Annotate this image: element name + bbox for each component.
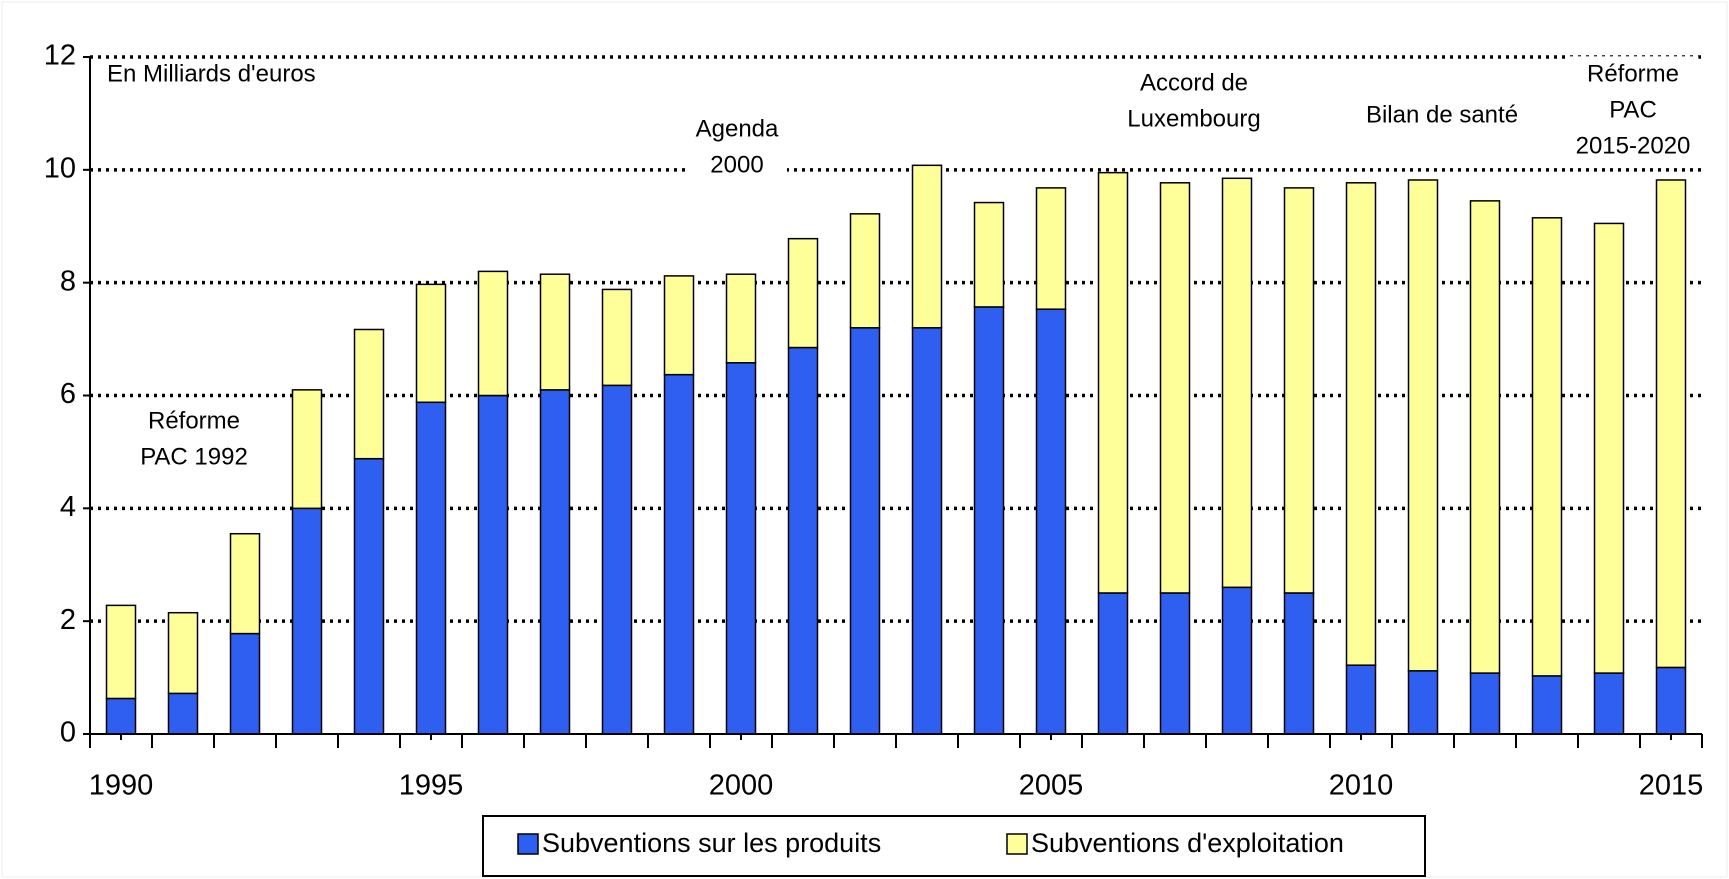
bar-segment: [415, 283, 447, 404]
bar-segment: [973, 201, 1005, 308]
bar-segment: [1035, 187, 1067, 310]
legend-label: Subventions d'exploitation: [1031, 828, 1344, 858]
bar-segment: [1221, 586, 1253, 735]
bar-segment: [1655, 179, 1687, 669]
annotation-bg: [1357, 97, 1527, 133]
bar-segment: [477, 270, 509, 397]
x-tick-label: 2005: [1019, 770, 1084, 802]
bar-segment: [1035, 308, 1067, 735]
annotation-text: PAC 1992: [140, 443, 248, 470]
bar-segment: [663, 373, 695, 735]
y-tick-label: 8: [60, 265, 76, 297]
bar-segment: [1469, 200, 1501, 674]
annotation: Accord de Luxembourg: [1119, 65, 1269, 137]
annotation: Réforme PAC 1992: [132, 403, 256, 475]
bar-segment: [353, 328, 385, 460]
x-tick-label: 1995: [399, 770, 464, 802]
bar-segment: [1593, 222, 1625, 674]
annotation-text: PAC: [1609, 96, 1657, 123]
annotation-text: Réforme: [148, 407, 240, 434]
bar-segment: [1283, 187, 1315, 594]
bar-segment: [787, 237, 819, 349]
legend-swatch: [1006, 833, 1028, 855]
annotation-text: Accord de: [1140, 69, 1248, 96]
bar-segment: [167, 692, 199, 735]
y-tick-label: 4: [60, 491, 76, 523]
bar-segment: [1593, 672, 1625, 735]
annotation-bg: [132, 403, 256, 475]
x-tick-label: 1990: [89, 770, 154, 802]
annotation-text: En Milliards d'euros: [107, 60, 316, 87]
x-tick-label: 2015: [1639, 770, 1704, 802]
bar-segment: [1407, 670, 1439, 735]
annotation: En Milliards d'euros: [107, 60, 316, 87]
bar-segment: [725, 362, 757, 735]
bar-segment: [105, 604, 137, 700]
bar-segment: [539, 273, 571, 391]
legend-label: Subventions sur les produits: [542, 828, 881, 858]
bar-segment: [1283, 592, 1315, 735]
bar-segment: [291, 507, 323, 735]
legend: Subventions sur les produits Subventions …: [482, 815, 1426, 877]
bar-segment: [1655, 666, 1687, 735]
x-tick-label: 2000: [709, 770, 774, 802]
y-tick-label: 6: [60, 378, 76, 410]
y-tick-label: 0: [60, 717, 76, 749]
annotation-text: Luxembourg: [1127, 105, 1260, 132]
bar-segment: [849, 213, 881, 329]
legend-swatch: [517, 833, 539, 855]
annotation: Agenda 2000: [687, 111, 788, 183]
annotation-text: Agenda: [696, 115, 779, 142]
bar-segment: [1531, 675, 1563, 735]
bar-segment: [1221, 177, 1253, 589]
x-tick-label: 2010: [1329, 770, 1394, 802]
bar-segment: [725, 273, 757, 364]
annotation-text: Bilan de santé: [1366, 101, 1518, 128]
bar-segment: [1159, 592, 1191, 735]
bar-segment: [849, 327, 881, 735]
y-tick-label: 10: [44, 152, 76, 184]
bar-segment: [1097, 171, 1129, 594]
bar-segment: [1345, 664, 1377, 735]
bar-segment: [1159, 182, 1191, 594]
bar-segment: [663, 275, 695, 376]
bar-segment: [787, 346, 819, 735]
bar-segment: [1097, 592, 1129, 735]
legend-box: [482, 815, 1426, 877]
annotation-bg: [687, 111, 788, 183]
bar-segment: [229, 532, 261, 635]
annotation-bg: [1567, 56, 1699, 164]
annotation-text: 2015-2020: [1576, 132, 1691, 159]
bar-segment: [1469, 672, 1501, 735]
bar-segment: [229, 632, 261, 735]
annotation-text: 2000: [710, 151, 763, 178]
annotation: Réforme PAC 2015-2020: [1567, 56, 1699, 164]
bar-segment: [291, 389, 323, 510]
bar-segment: [601, 384, 633, 735]
y-tick-label: 2: [60, 604, 76, 636]
bar-segment: [1345, 182, 1377, 666]
bar-segment: [911, 327, 943, 735]
annotation: Bilan de santé: [1357, 97, 1527, 133]
bar-segment: [911, 164, 943, 329]
bar-segment: [973, 306, 1005, 735]
bar-segment: [167, 611, 199, 695]
annotation-bg: [1119, 65, 1269, 137]
annotation-text: Réforme: [1587, 60, 1679, 87]
bar-segment: [415, 401, 447, 735]
bar-segment: [539, 389, 571, 735]
bar-segment: [1531, 217, 1563, 677]
bar-segment: [353, 457, 385, 735]
bar-segment: [1407, 179, 1439, 672]
bar-segment: [477, 394, 509, 735]
bar-segment: [105, 697, 137, 735]
y-tick-label: 12: [44, 40, 76, 72]
bar-segment: [601, 288, 633, 387]
